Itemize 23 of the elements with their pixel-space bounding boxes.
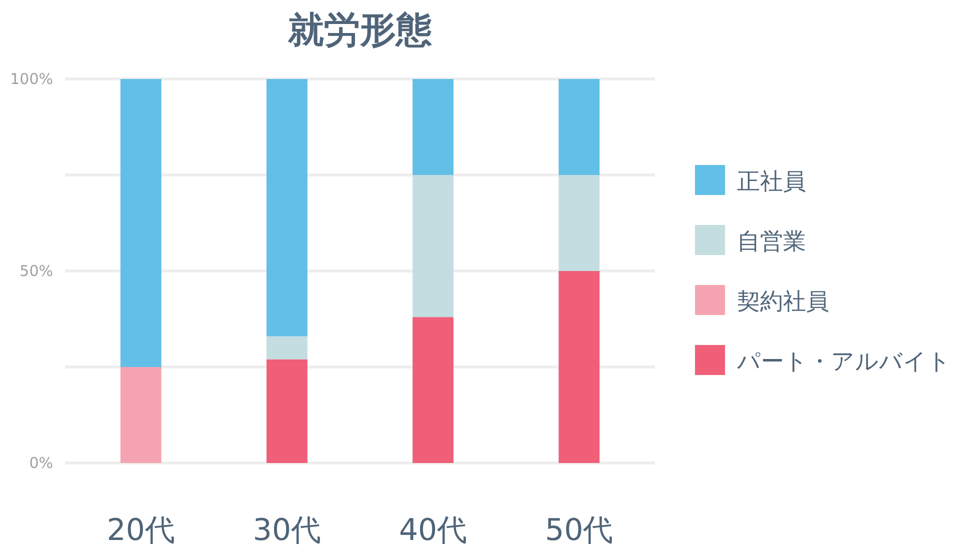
bar bbox=[412, 175, 454, 318]
x-tick-label: 30代 bbox=[252, 513, 322, 548]
bar bbox=[120, 367, 162, 463]
y-tick-label: 100% bbox=[10, 70, 53, 88]
x-tick-label: 40代 bbox=[398, 513, 468, 548]
legend-label: 自営業 bbox=[737, 229, 806, 255]
legend-label: パート・アルバイト bbox=[736, 349, 951, 375]
bar bbox=[558, 271, 600, 463]
x-tick-label: 50代 bbox=[545, 513, 614, 548]
bar bbox=[120, 79, 162, 367]
legend-label: 契約社員 bbox=[737, 289, 829, 315]
bar bbox=[412, 79, 454, 175]
bar bbox=[266, 359, 308, 463]
bar bbox=[558, 175, 600, 271]
bar bbox=[412, 317, 454, 463]
y-tick-label: 50% bbox=[20, 262, 53, 280]
bar bbox=[266, 336, 308, 360]
bar bbox=[558, 79, 600, 175]
chart-title: 就労形態 bbox=[287, 10, 432, 51]
bar bbox=[266, 79, 308, 336]
legend-label: 正社員 bbox=[737, 169, 806, 195]
y-tick-label: 0% bbox=[29, 454, 53, 472]
x-tick-label: 20代 bbox=[106, 513, 175, 548]
